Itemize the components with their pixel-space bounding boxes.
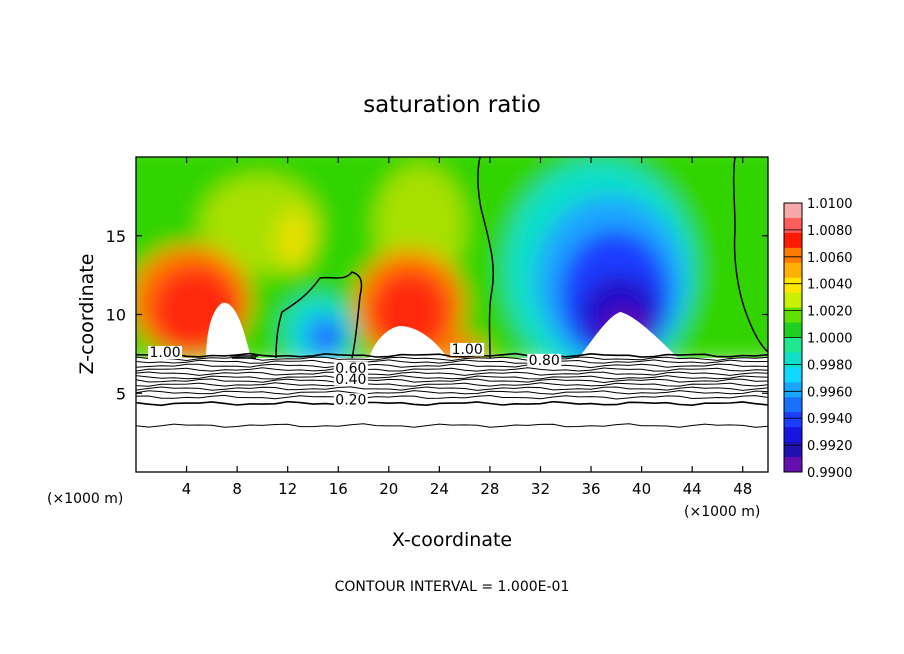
contour-interval-note: CONTOUR INTERVAL = 1.000E-01 bbox=[335, 579, 570, 595]
contour-label-bg bbox=[527, 353, 562, 367]
colorbar-swatch bbox=[784, 367, 802, 383]
contour-line bbox=[136, 352, 768, 358]
x-tick-label: 24 bbox=[430, 480, 449, 498]
colorbar-label: 1.0080 bbox=[807, 224, 853, 239]
colorbar-label: 1.0000 bbox=[807, 332, 853, 347]
contour-line bbox=[477, 157, 495, 359]
x-tick-label: 36 bbox=[581, 480, 600, 498]
contour-line bbox=[230, 355, 258, 359]
contour-label-bg bbox=[333, 361, 368, 375]
contour-label: 0.20 bbox=[335, 392, 366, 408]
colorbar-swatch bbox=[784, 397, 802, 413]
x-unit-right: (×1000 m) bbox=[684, 504, 760, 520]
colorbar-label: 1.0020 bbox=[807, 305, 853, 320]
contour-label: 0.80 bbox=[529, 353, 560, 369]
y-tick-label: 10 bbox=[106, 306, 126, 325]
colorbar-swatch bbox=[784, 307, 802, 324]
colorbar-label: 0.9980 bbox=[807, 358, 853, 373]
colorbar-swatch bbox=[784, 217, 802, 234]
colorbar-label: 0.9900 bbox=[807, 466, 853, 481]
contour-label: 0.60 bbox=[335, 361, 366, 377]
x-tick-label: 28 bbox=[480, 480, 499, 498]
colorbar-label: 0.9940 bbox=[807, 412, 853, 427]
colorbar-label: 1.0040 bbox=[807, 278, 853, 293]
contour-line bbox=[136, 400, 768, 407]
contour-line bbox=[136, 367, 768, 372]
colorbar-label: 0.9960 bbox=[807, 385, 853, 400]
x-tick-label: 12 bbox=[278, 480, 297, 498]
contour-line bbox=[136, 423, 768, 428]
contour-line bbox=[136, 394, 768, 400]
contour-line bbox=[275, 271, 363, 359]
contour-label-bg bbox=[333, 372, 368, 386]
contour-line bbox=[136, 371, 768, 376]
contour-line bbox=[136, 386, 768, 391]
colorbar-swatch bbox=[784, 337, 802, 353]
x-tick-label: 40 bbox=[632, 480, 651, 498]
contour-line bbox=[136, 363, 768, 369]
contour-line bbox=[136, 382, 768, 387]
x-tick-label: 8 bbox=[232, 480, 242, 498]
colorbar-swatch bbox=[784, 232, 802, 249]
x-unit-left: (×1000 m) bbox=[47, 491, 123, 507]
x-axis-label: X-coordinate bbox=[392, 529, 512, 551]
colorbar-swatch bbox=[784, 382, 802, 398]
contour-line bbox=[136, 375, 768, 380]
contour-line bbox=[136, 359, 768, 364]
contour-line bbox=[136, 378, 768, 384]
contour-label: 1.00 bbox=[149, 345, 180, 361]
colorbar-label: 0.9920 bbox=[807, 439, 853, 454]
colorbar: 1.0100 1.0080 1.0060 1.0040 1.0020 1.0000 0.99… bbox=[783, 197, 853, 481]
shaded-field bbox=[136, 157, 768, 472]
contour-label-bg bbox=[333, 393, 368, 407]
colorbar-swatch bbox=[784, 457, 802, 473]
x-tick-label: 32 bbox=[531, 480, 550, 498]
contour-label-bg bbox=[148, 346, 183, 360]
contour-label: 1.00 bbox=[452, 342, 483, 358]
colorbar-swatch bbox=[784, 247, 802, 264]
colorbar-swatch bbox=[784, 203, 802, 219]
x-tick-label: 4 bbox=[182, 480, 192, 498]
contour-label: 0.40 bbox=[335, 372, 366, 388]
chart-title: saturation ratio bbox=[363, 92, 541, 118]
colorbar-swatch bbox=[784, 262, 802, 279]
x-tick-label: 16 bbox=[329, 480, 348, 498]
y-tick-label: 5 bbox=[116, 384, 126, 403]
colorbar-swatch bbox=[784, 277, 802, 294]
colorbar-swatch bbox=[784, 442, 802, 458]
x-tick-label: 20 bbox=[379, 480, 398, 498]
contour-lines: 1.00 1.00 0.80 0.600.40 0.20 bbox=[136, 157, 768, 428]
colorbar-swatch bbox=[784, 292, 802, 309]
contour-label-bg bbox=[450, 342, 485, 356]
colorbar-swatch bbox=[784, 322, 802, 338]
contour-line bbox=[732, 157, 768, 353]
colorbar-swatch bbox=[784, 352, 802, 368]
x-tick-label: 44 bbox=[683, 480, 702, 498]
x-tick-label: 48 bbox=[733, 480, 752, 498]
colorbar-label: 1.0100 bbox=[807, 197, 853, 212]
y-axis-label: Z-coordinate bbox=[76, 254, 98, 375]
colorbar-label: 1.0060 bbox=[807, 251, 853, 266]
contour-line bbox=[136, 390, 768, 395]
y-tick-label: 15 bbox=[106, 227, 126, 246]
colorbar-swatch bbox=[784, 427, 802, 443]
colorbar-swatch bbox=[784, 412, 802, 428]
